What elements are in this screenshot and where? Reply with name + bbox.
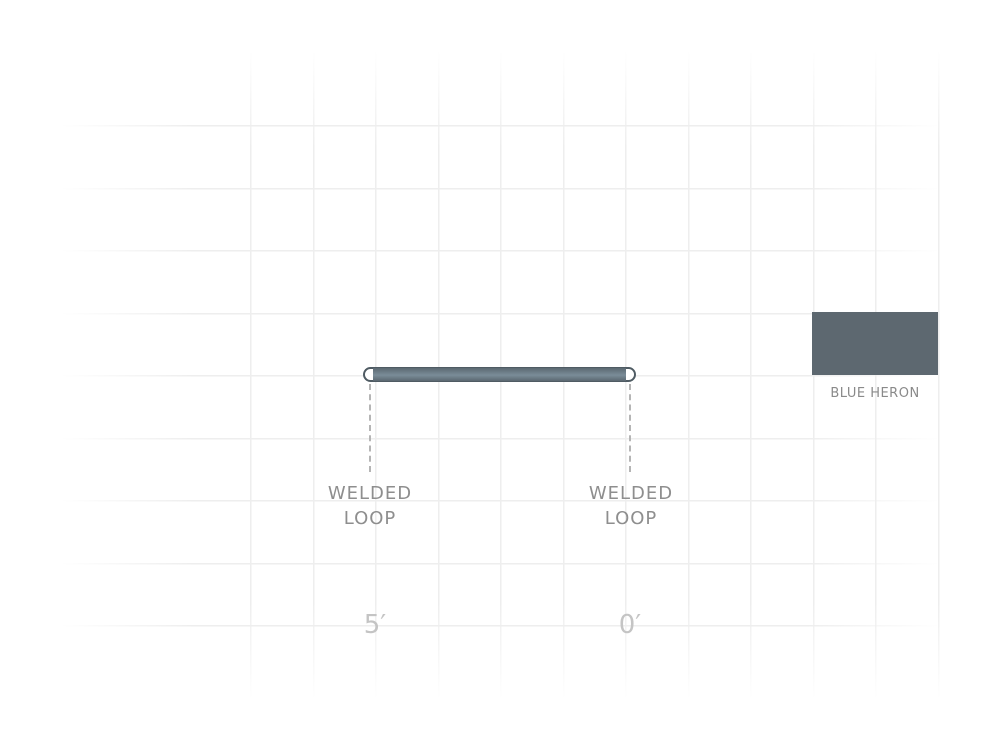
label-line: LOOP bbox=[604, 508, 658, 529]
fly-line-body bbox=[373, 367, 626, 382]
welded-loop-left bbox=[363, 367, 373, 382]
label-line: LOOP bbox=[343, 508, 397, 529]
grid-line-horizontal bbox=[60, 625, 940, 627]
welded-loop-label-right: WELDED LOOP bbox=[571, 481, 691, 531]
grid-line-horizontal bbox=[60, 563, 940, 565]
leader-line-left bbox=[369, 384, 371, 472]
color-swatch bbox=[812, 312, 938, 375]
leader-line-right bbox=[629, 384, 631, 472]
welded-loop-right bbox=[626, 367, 636, 382]
grid-line-horizontal bbox=[60, 438, 940, 440]
grid-line-horizontal bbox=[60, 250, 940, 252]
welded-loop-label-left: WELDED LOOP bbox=[310, 481, 430, 531]
scale-tick-0ft: 0′ bbox=[618, 610, 642, 640]
label-line: WELDED bbox=[327, 483, 413, 504]
grid-line-horizontal bbox=[60, 125, 940, 127]
label-line: WELDED bbox=[588, 483, 674, 504]
grid-line-horizontal bbox=[60, 188, 940, 190]
grid-line-horizontal bbox=[60, 313, 940, 315]
color-swatch-label: BLUE HERON bbox=[830, 386, 920, 401]
grid-line-horizontal bbox=[60, 500, 940, 502]
scale-tick-5ft: 5′ bbox=[363, 610, 387, 640]
